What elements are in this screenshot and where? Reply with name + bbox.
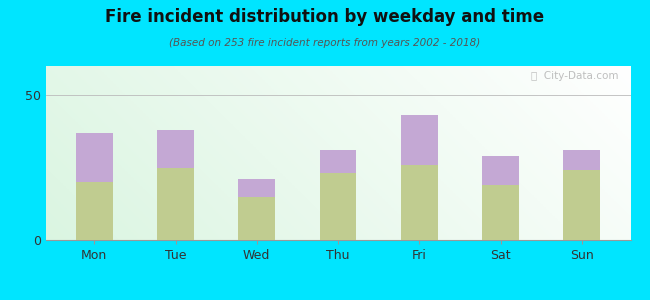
Bar: [482, 156, 519, 185]
Bar: [239, 196, 275, 240]
Bar: [157, 130, 194, 167]
Text: ⓘ  City-Data.com: ⓘ City-Data.com: [531, 71, 619, 81]
Text: Fire incident distribution by weekday and time: Fire incident distribution by weekday an…: [105, 8, 545, 26]
Bar: [157, 167, 194, 240]
Bar: [320, 150, 356, 173]
Bar: [401, 165, 437, 240]
Bar: [239, 179, 275, 196]
Bar: [76, 133, 112, 182]
Text: (Based on 253 fire incident reports from years 2002 - 2018): (Based on 253 fire incident reports from…: [170, 38, 480, 47]
Bar: [76, 182, 112, 240]
Bar: [564, 170, 600, 240]
Bar: [564, 150, 600, 170]
Bar: [482, 185, 519, 240]
Bar: [320, 173, 356, 240]
Bar: [401, 115, 437, 165]
